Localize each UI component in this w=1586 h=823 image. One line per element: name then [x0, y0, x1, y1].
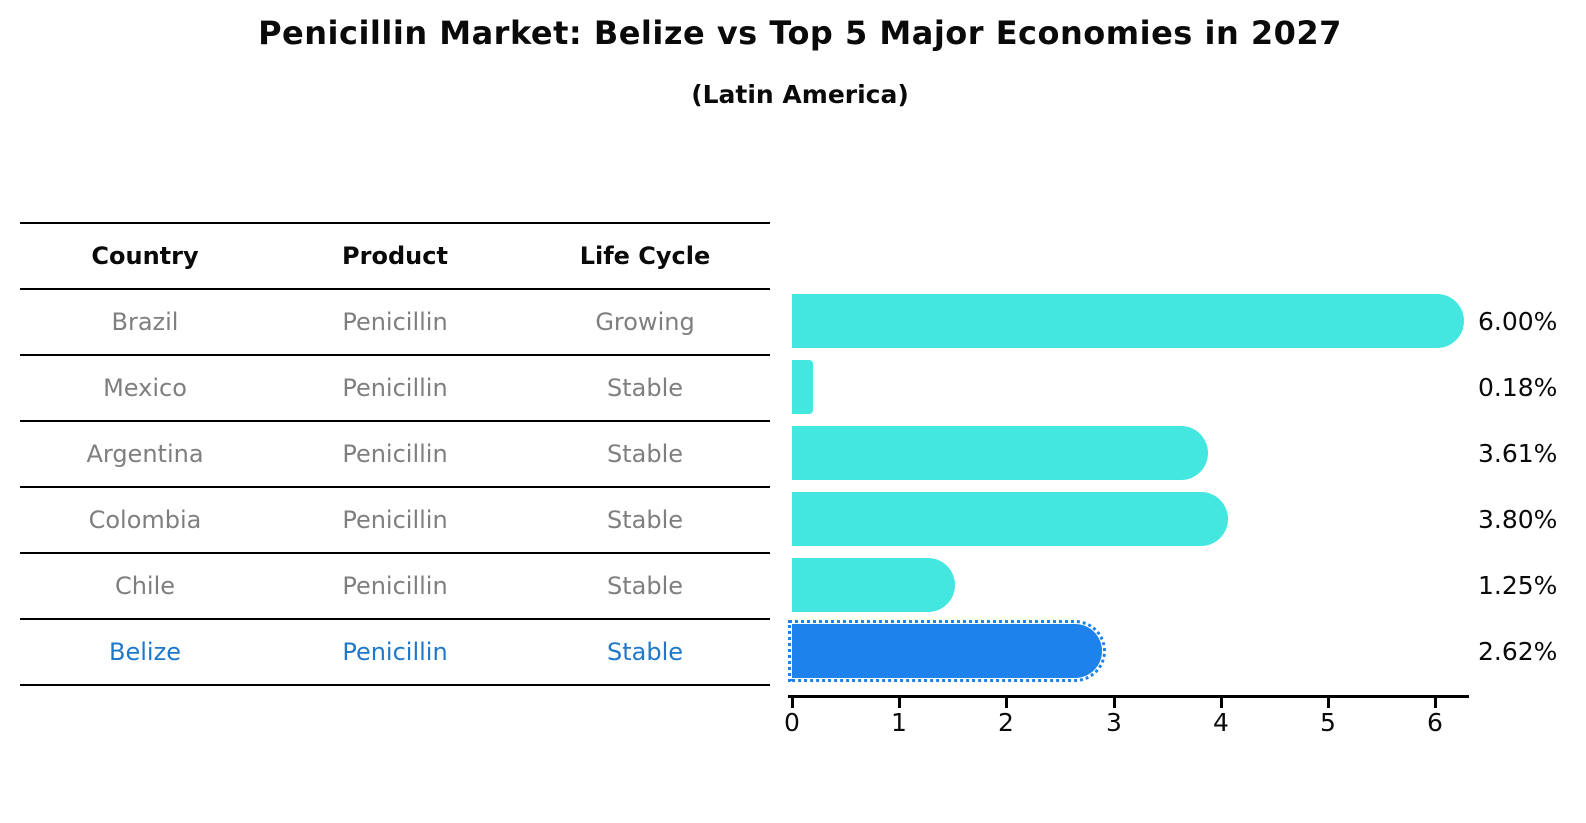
- x-axis-tick-label: 3: [1106, 708, 1122, 737]
- cell-product: Penicillin: [342, 638, 448, 666]
- table-header-row: Country Product Life Cycle: [20, 224, 770, 290]
- header-product: Product: [342, 242, 448, 270]
- cell-country: Mexico: [103, 374, 187, 402]
- table-row-belize: Belize Penicillin Stable: [20, 620, 770, 686]
- cell-country: Chile: [114, 572, 176, 600]
- cell-product: Penicillin: [342, 506, 448, 534]
- cell-country: Colombia: [88, 506, 202, 534]
- bar-colombia: [792, 492, 1228, 546]
- x-axis-tick-label: 6: [1427, 708, 1443, 737]
- chart-title: Penicillin Market: Belize vs Top 5 Major…: [258, 14, 1342, 52]
- bar-value-label-chile: 1.25%: [1478, 570, 1558, 600]
- cell-product: Penicillin: [342, 572, 448, 600]
- table-row-brazil: Brazil Penicillin Growing: [20, 290, 770, 356]
- bar-value-label-belize: 2.62%: [1478, 636, 1558, 666]
- x-axis-tick-label: 1: [891, 708, 907, 737]
- header-country: Country: [91, 242, 199, 270]
- x-axis-tick-label: 2: [998, 708, 1014, 737]
- bar-brazil: [792, 294, 1464, 348]
- cell-country: Argentina: [86, 440, 204, 468]
- table-row-argentina: Argentina Penicillin Stable: [20, 422, 770, 488]
- x-axis-tickmark: [791, 698, 794, 708]
- x-axis-tickmark: [1113, 698, 1116, 708]
- cell-product: Penicillin: [342, 440, 448, 468]
- bar-belize: [788, 620, 1106, 682]
- cell-life-cycle: Stable: [606, 638, 684, 666]
- cell-life-cycle: Stable: [606, 374, 684, 402]
- cell-life-cycle: Stable: [606, 440, 684, 468]
- bar-mexico: [792, 360, 813, 414]
- chart-subtitle: (Latin America): [691, 80, 909, 109]
- x-axis-line: [788, 695, 1469, 698]
- cell-country: Belize: [109, 638, 181, 666]
- cell-product: Penicillin: [342, 374, 448, 402]
- bar-value-label-argentina: 3.61%: [1478, 438, 1558, 468]
- bar-value-label-brazil: 6.00%: [1478, 306, 1558, 336]
- cell-life-cycle: Growing: [595, 308, 695, 336]
- x-axis-tickmark: [1327, 698, 1330, 708]
- bar-chile: [792, 558, 955, 612]
- x-axis-tickmark: [1220, 698, 1223, 708]
- x-axis-tick-label: 5: [1320, 708, 1336, 737]
- bar-value-label-mexico: 0.18%: [1478, 372, 1558, 402]
- table-row-mexico: Mexico Penicillin Stable: [20, 356, 770, 422]
- cell-product: Penicillin: [342, 308, 448, 336]
- bar-argentina: [792, 426, 1208, 480]
- table-row-colombia: Colombia Penicillin Stable: [20, 488, 770, 554]
- x-axis-tick-label: 4: [1213, 708, 1229, 737]
- country-table: Country Product Life Cycle Brazil Penicil…: [20, 222, 770, 686]
- table-row-chile: Chile Penicillin Stable: [20, 554, 770, 620]
- cell-country: Brazil: [111, 308, 179, 336]
- x-axis-tick-label: 0: [784, 708, 800, 737]
- x-axis-tickmark: [898, 698, 901, 708]
- table-body: Brazil Penicillin Growing Mexico Penicillin S…: [20, 290, 770, 686]
- x-axis-tickmark: [1005, 698, 1008, 708]
- cell-life-cycle: Stable: [606, 506, 684, 534]
- bar-value-label-colombia: 3.80%: [1478, 504, 1558, 534]
- x-axis-tickmark: [1434, 698, 1437, 708]
- header-life-cycle: Life Cycle: [579, 242, 711, 270]
- cell-life-cycle: Stable: [606, 572, 684, 600]
